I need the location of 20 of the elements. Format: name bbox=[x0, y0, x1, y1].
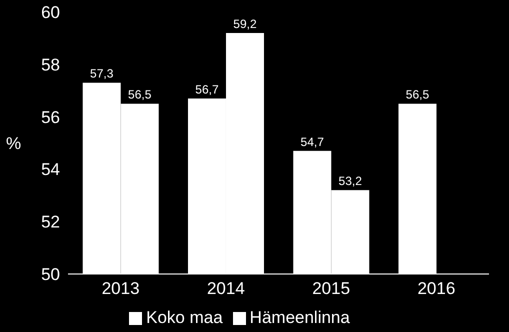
y-tick-label: 54 bbox=[41, 160, 60, 180]
x-tick-label: 2014 bbox=[206, 279, 245, 298]
x-tick-label: 2015 bbox=[312, 279, 350, 298]
data-label: 57,3 bbox=[90, 66, 114, 81]
data-label: 54,7 bbox=[300, 134, 324, 149]
y-tick-label: 60 bbox=[41, 3, 60, 22]
data-label: 56,5 bbox=[406, 88, 430, 102]
x-tick-label: 2016 bbox=[417, 279, 456, 298]
data-label: 56,7 bbox=[195, 82, 219, 96]
y-tick-label: 52 bbox=[41, 212, 60, 232]
legend-label: Koko maa bbox=[146, 308, 223, 327]
y-tick-label: 56 bbox=[41, 108, 60, 127]
y-axis-title: % bbox=[6, 134, 22, 154]
y-tick-label: 50 bbox=[41, 265, 60, 284]
data-label: 53,2 bbox=[338, 174, 362, 188]
x-tick-label: 2013 bbox=[102, 279, 140, 298]
y-tick-label: 58 bbox=[41, 55, 60, 74]
data-label: 56,5 bbox=[128, 88, 152, 102]
data-label: 59,2 bbox=[233, 16, 257, 31]
legend-label: Hämeenlinna bbox=[250, 308, 350, 327]
